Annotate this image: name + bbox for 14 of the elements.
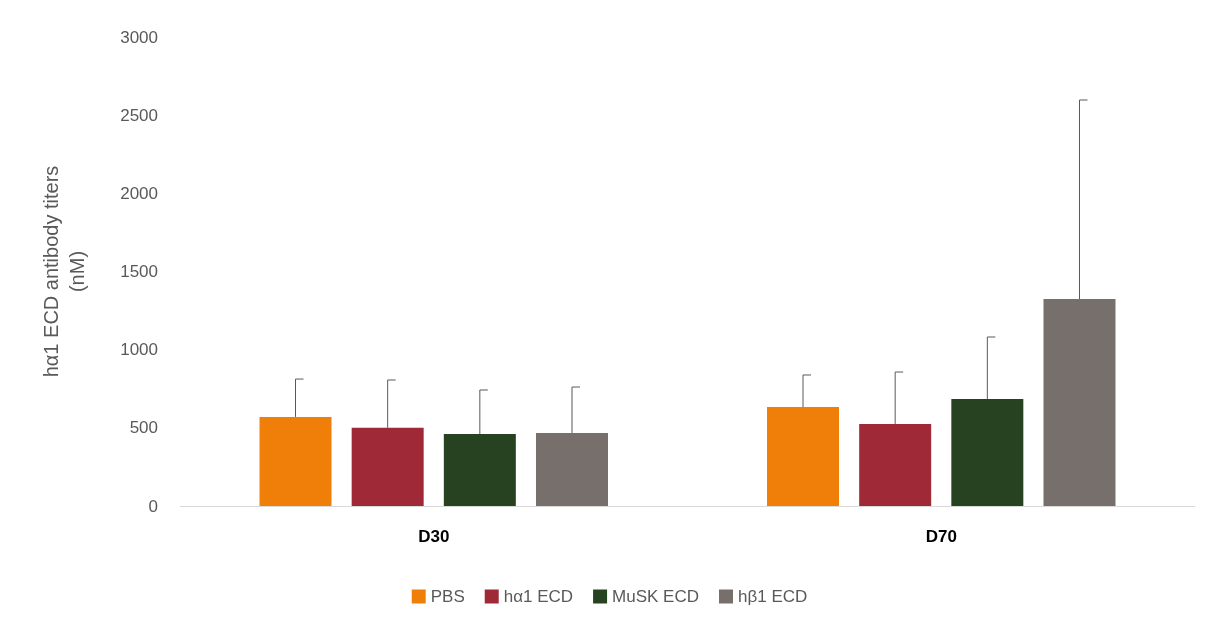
legend-label: PBS: [430, 587, 465, 606]
y-tick-label: 1500: [120, 262, 158, 281]
y-tick-label: 1000: [120, 340, 158, 360]
legend-label: hβ1 ECD: [737, 587, 808, 606]
y-axis-title: hα1 ECD antibody titers (nM): [40, 165, 88, 378]
y-tick-label: 2000: [120, 183, 158, 203]
x-tick-label: D30: [418, 527, 450, 546]
y-tick-label: 2500: [120, 105, 158, 125]
y-tick-label: 3000: [120, 27, 158, 47]
legend-label: MuSK ECD: [612, 587, 699, 606]
x-tick-label: D70: [925, 527, 957, 546]
y-tick-label: 0: [148, 496, 158, 516]
legend-label: hα1 ECD: [503, 587, 574, 606]
y-tick-label: 500: [129, 418, 158, 438]
